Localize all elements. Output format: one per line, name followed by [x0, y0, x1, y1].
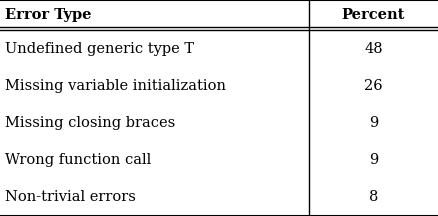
Text: Missing closing braces: Missing closing braces: [5, 116, 176, 130]
Text: 8: 8: [369, 190, 378, 204]
Text: Error Type: Error Type: [5, 8, 92, 22]
Text: Missing variable initialization: Missing variable initialization: [5, 79, 226, 93]
Text: 9: 9: [369, 153, 378, 167]
Text: Percent: Percent: [342, 8, 405, 22]
Text: 26: 26: [364, 79, 383, 93]
Text: 9: 9: [369, 116, 378, 130]
Text: Non-trivial errors: Non-trivial errors: [5, 190, 136, 204]
Text: Wrong function call: Wrong function call: [5, 153, 152, 167]
Text: 48: 48: [364, 42, 383, 56]
Text: Undefined generic type T: Undefined generic type T: [5, 42, 194, 56]
